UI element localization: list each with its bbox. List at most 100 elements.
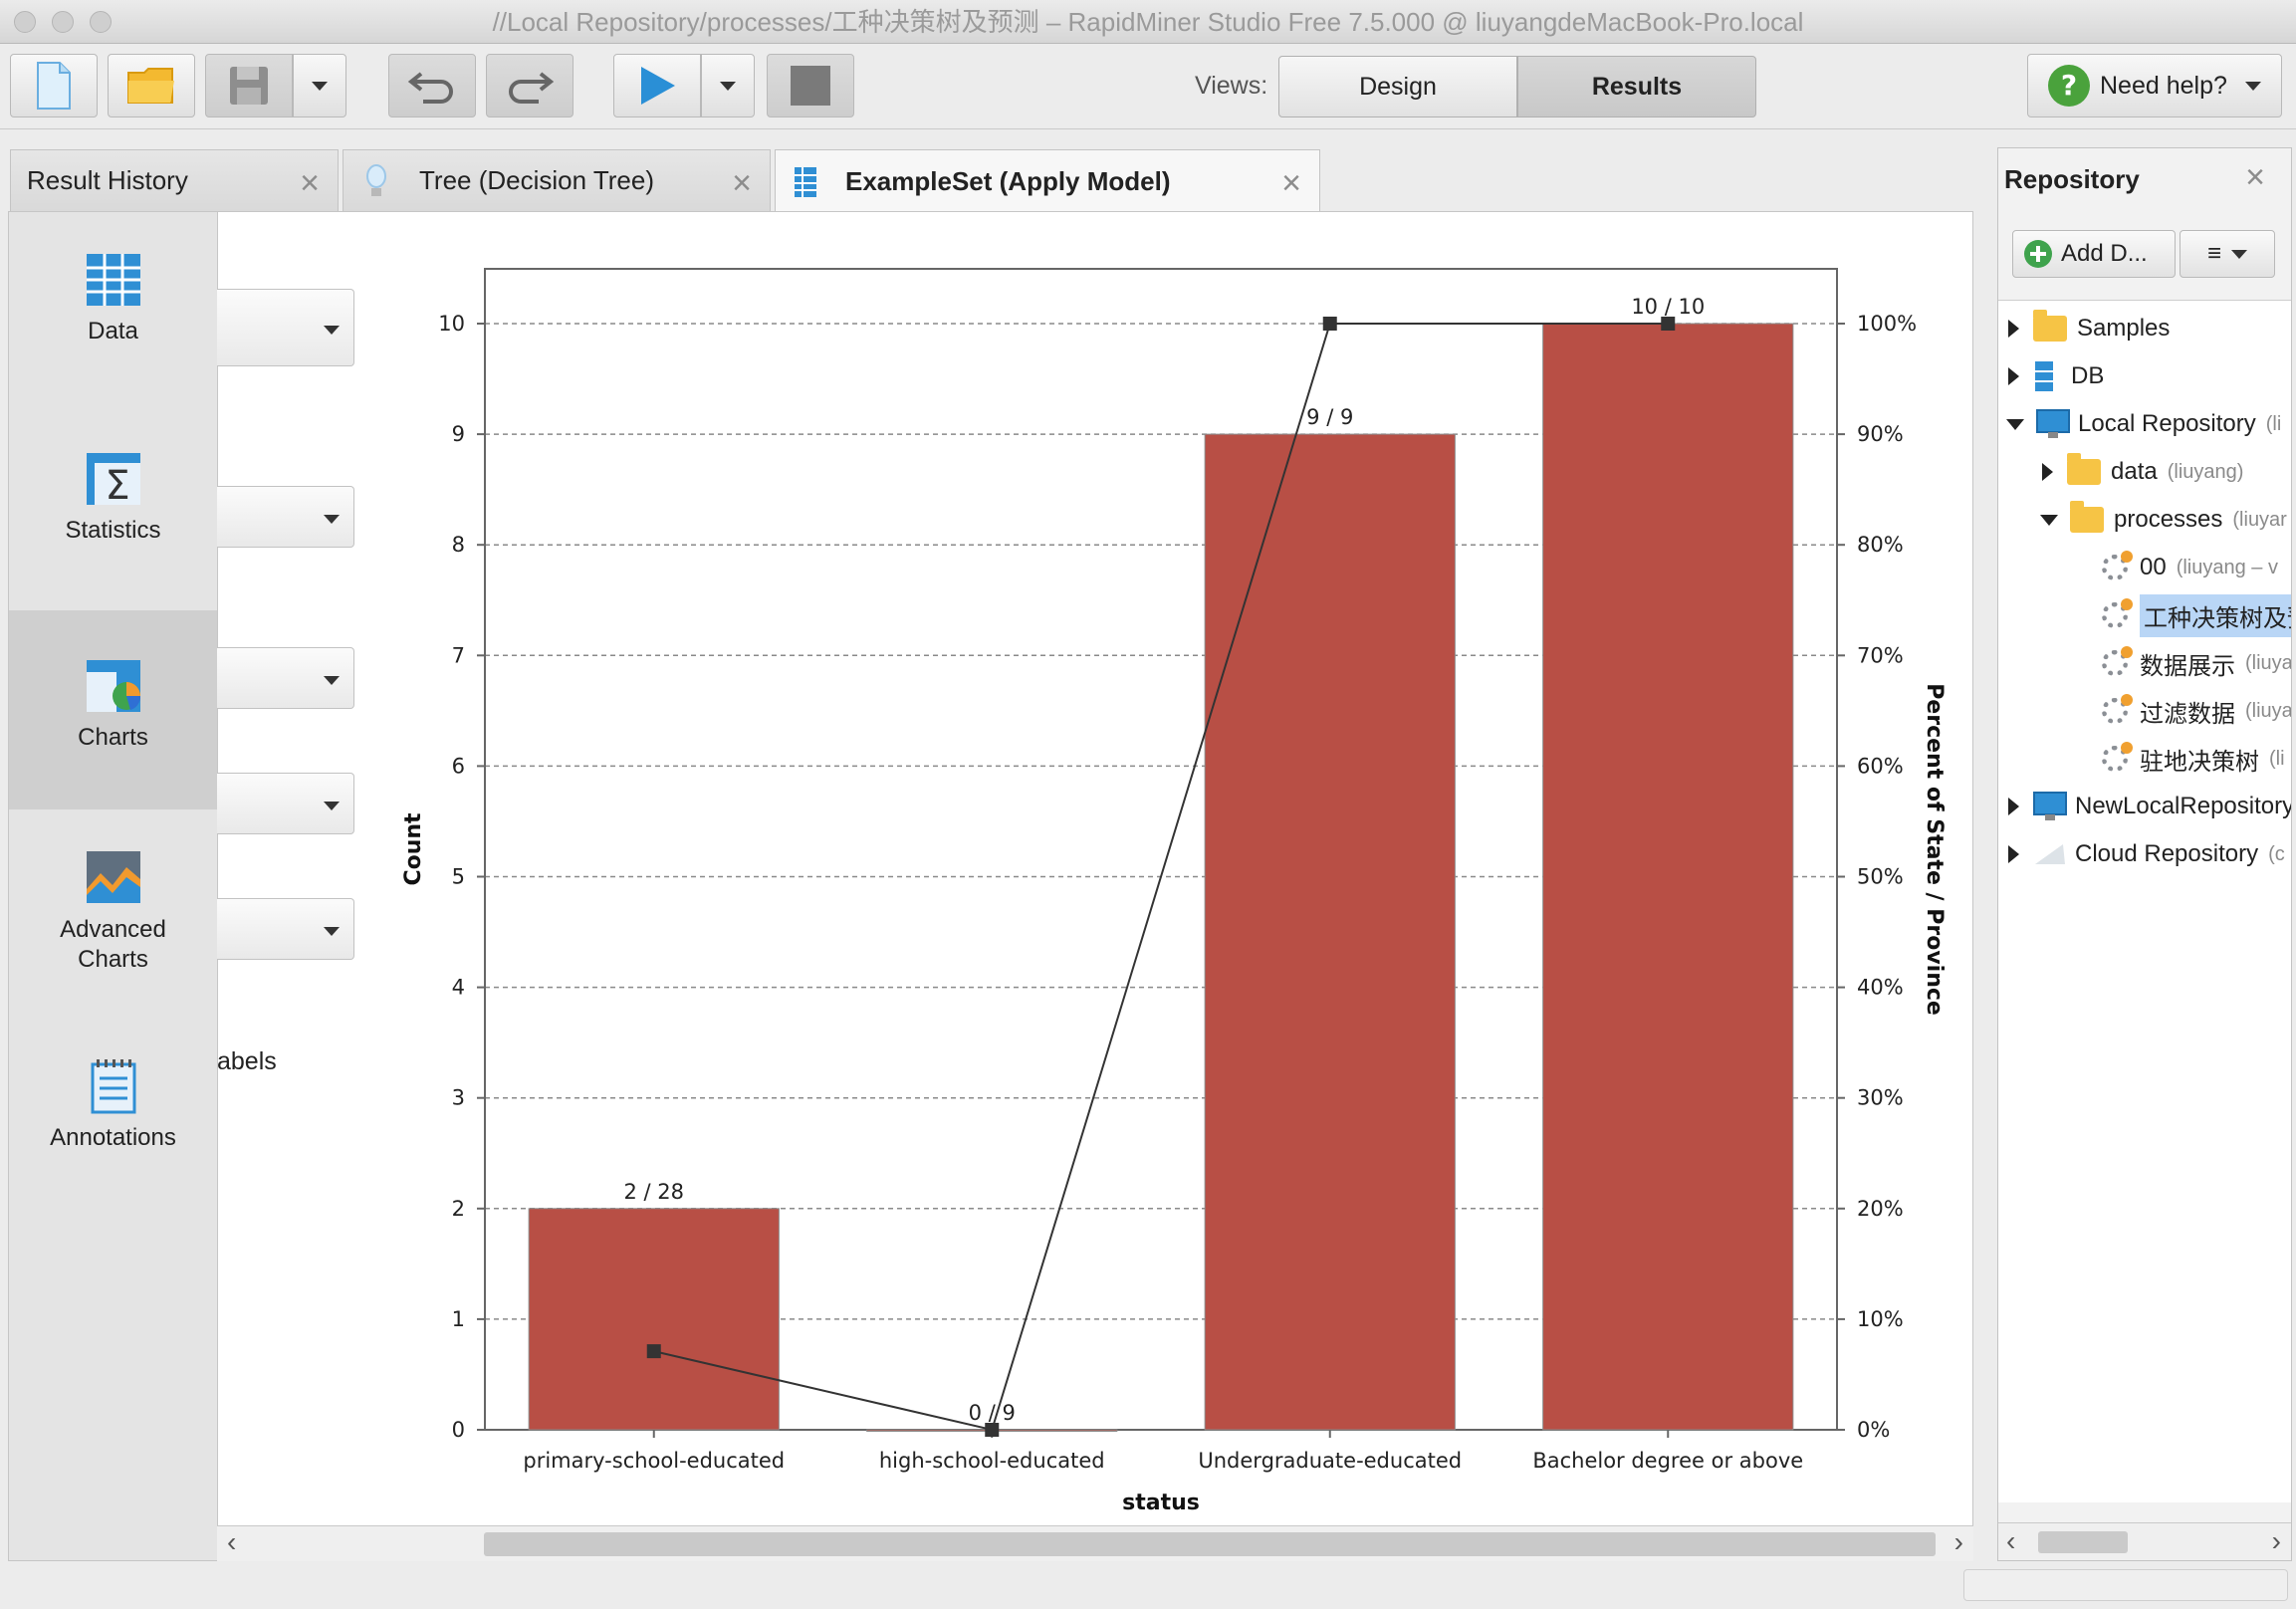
design-view-button[interactable]: Design	[1278, 56, 1517, 117]
zoom-window-button[interactable]	[90, 11, 112, 33]
undo-button[interactable]	[388, 54, 476, 117]
y2-tick-label: 80%	[1857, 533, 1904, 557]
tree-item-label: 数据展示	[2140, 652, 2235, 680]
line-point[interactable]	[646, 1344, 661, 1359]
sidebar-item-data[interactable]: Data	[9, 252, 217, 451]
chevron-down-icon	[2231, 249, 2247, 259]
y2-tick-label: 50%	[1857, 865, 1904, 889]
collapse-arrow-icon[interactable]	[2006, 418, 2024, 430]
x-axis-select[interactable]	[217, 486, 354, 548]
tree-item-process-selected[interactable]: 工种决策树及预	[2102, 593, 2291, 637]
tree-item-samples[interactable]: Samples	[2008, 307, 2170, 350]
add-data-button[interactable]: Add D...	[2012, 230, 2176, 278]
close-icon[interactable]: ×	[732, 164, 752, 202]
aggregation-select[interactable]	[217, 773, 354, 834]
chevron-down-icon	[324, 676, 340, 685]
y2-tick-label: 70%	[1857, 643, 1904, 667]
scrollbar-thumb[interactable]	[2038, 1531, 2128, 1553]
folder-icon	[2033, 310, 2067, 342]
close-window-button[interactable]	[14, 11, 36, 33]
tree-item-label: NewLocalRepository	[2075, 793, 2291, 819]
y-tick-label: 2	[452, 1197, 465, 1221]
chart-horizontal-scrollbar[interactable]: ‹ ›	[217, 1525, 1973, 1561]
close-icon[interactable]: ×	[1281, 164, 1301, 202]
y2-tick-label: 30%	[1857, 1086, 1904, 1110]
window-title: //Local Repository/processes/工种决策树及预测 – …	[492, 7, 1804, 37]
labels-option[interactable]: abels	[217, 1047, 277, 1075]
tree-item-label: 00	[2140, 554, 2167, 580]
tree-item-new-local-repository[interactable]: NewLocalRepository	[2008, 785, 2291, 828]
process-gear-icon	[2102, 646, 2133, 676]
sidebar-item-label: Charts	[78, 724, 148, 751]
stop-process-button[interactable]	[767, 54, 854, 117]
y2-tick-label: 60%	[1857, 754, 1904, 778]
scroll-left-icon[interactable]: ‹	[2006, 1525, 2016, 1556]
save-process-button[interactable]	[205, 54, 293, 117]
table-icon	[795, 166, 816, 197]
open-process-button[interactable]	[108, 54, 195, 117]
x-tick-label: Bachelor degree or above	[1532, 1449, 1803, 1473]
close-icon[interactable]: ×	[2245, 158, 2265, 196]
save-options-dropdown[interactable]	[293, 54, 346, 117]
color-column-select[interactable]	[217, 898, 354, 960]
results-view-button[interactable]: Results	[1517, 56, 1756, 117]
need-help-button[interactable]: ? Need help?	[2027, 54, 2282, 117]
line-point[interactable]	[1661, 317, 1676, 331]
repository-horizontal-scrollbar[interactable]: ‹ ›	[1998, 1522, 2291, 1560]
tree-item-process[interactable]: 过滤数据 (liuya	[2102, 689, 2291, 733]
chart-style-select[interactable]	[217, 289, 354, 366]
scroll-left-icon[interactable]: ‹	[227, 1526, 237, 1557]
collapse-arrow-icon[interactable]	[2040, 514, 2058, 526]
run-options-dropdown[interactable]	[701, 54, 755, 117]
scroll-right-icon[interactable]: ›	[1953, 1526, 1963, 1557]
tree-item-label: Samples	[2077, 315, 2171, 342]
tree-item-local-repository[interactable]: Local Repository (li	[2006, 402, 2281, 446]
expand-arrow-icon[interactable]	[2008, 367, 2019, 385]
close-icon[interactable]: ×	[300, 164, 320, 202]
tree-item-db[interactable]: DB	[2008, 354, 2104, 398]
x-tick-label: high-school-educated	[879, 1449, 1105, 1473]
line-point[interactable]	[1322, 317, 1337, 331]
tab-decision-tree[interactable]: Tree (Decision Tree) ×	[343, 149, 771, 211]
line-point[interactable]	[985, 1423, 1000, 1437]
new-process-button[interactable]	[10, 54, 98, 117]
tree-item-cloud-repository[interactable]: Cloud Repository (c	[2008, 832, 2285, 876]
undo-arrow-icon	[407, 72, 453, 104]
chevron-down-icon	[324, 326, 340, 335]
repository-menu-button[interactable]: ≡	[2180, 230, 2275, 278]
tree-item-process[interactable]: 00 (liuyang – v	[2102, 546, 2278, 589]
tree-item-process[interactable]: 数据展示 (liuya	[2102, 641, 2291, 685]
minimize-window-button[interactable]	[52, 11, 74, 33]
chevron-down-icon	[312, 81, 328, 91]
sidebar-item-statistics[interactable]: Σ Statistics	[9, 451, 217, 650]
tab-exampleset[interactable]: ExampleSet (Apply Model) ×	[775, 149, 1320, 213]
status-bar	[1963, 1569, 2288, 1601]
lightbulb-icon	[366, 163, 386, 196]
sidebar-item-advanced-charts[interactable]: Advanced Charts	[9, 849, 217, 1048]
expand-arrow-icon[interactable]	[2042, 463, 2053, 481]
redo-button[interactable]	[486, 54, 574, 117]
expand-arrow-icon[interactable]	[2008, 320, 2019, 338]
expand-arrow-icon[interactable]	[2008, 798, 2019, 815]
scrollbar-thumb[interactable]	[484, 1532, 1936, 1556]
tree-item-label: 工种决策树及预	[2140, 593, 2291, 637]
tree-item-owner: (liuyar	[2232, 508, 2287, 531]
scroll-right-icon[interactable]: ›	[2271, 1525, 2281, 1556]
run-process-button[interactable]	[613, 54, 701, 117]
sidebar-item-charts[interactable]: Charts	[9, 610, 217, 809]
bar[interactable]	[1542, 323, 1794, 1431]
sidebar-item-annotations[interactable]: Annotations	[9, 1058, 217, 1258]
expand-arrow-icon[interactable]	[2008, 845, 2019, 863]
tree-item-processes-folder[interactable]: processes (liuyar	[2040, 498, 2287, 542]
bar[interactable]	[528, 1208, 780, 1431]
tree-item-data-folder[interactable]: data (liuyang)	[2042, 450, 2243, 494]
y-tick-label: 3	[452, 1086, 465, 1110]
value-column-select[interactable]	[217, 647, 354, 709]
bar[interactable]	[1204, 433, 1456, 1431]
add-data-label: Add D...	[2061, 240, 2148, 267]
views-label: Views:	[1195, 72, 1268, 100]
tree-item-process[interactable]: 驻地决策树 (li	[2102, 737, 2285, 781]
tab-result-history[interactable]: Result History ×	[10, 149, 339, 211]
chevron-down-icon	[2244, 81, 2261, 91]
menu-lines-icon: ≡	[2206, 240, 2221, 267]
